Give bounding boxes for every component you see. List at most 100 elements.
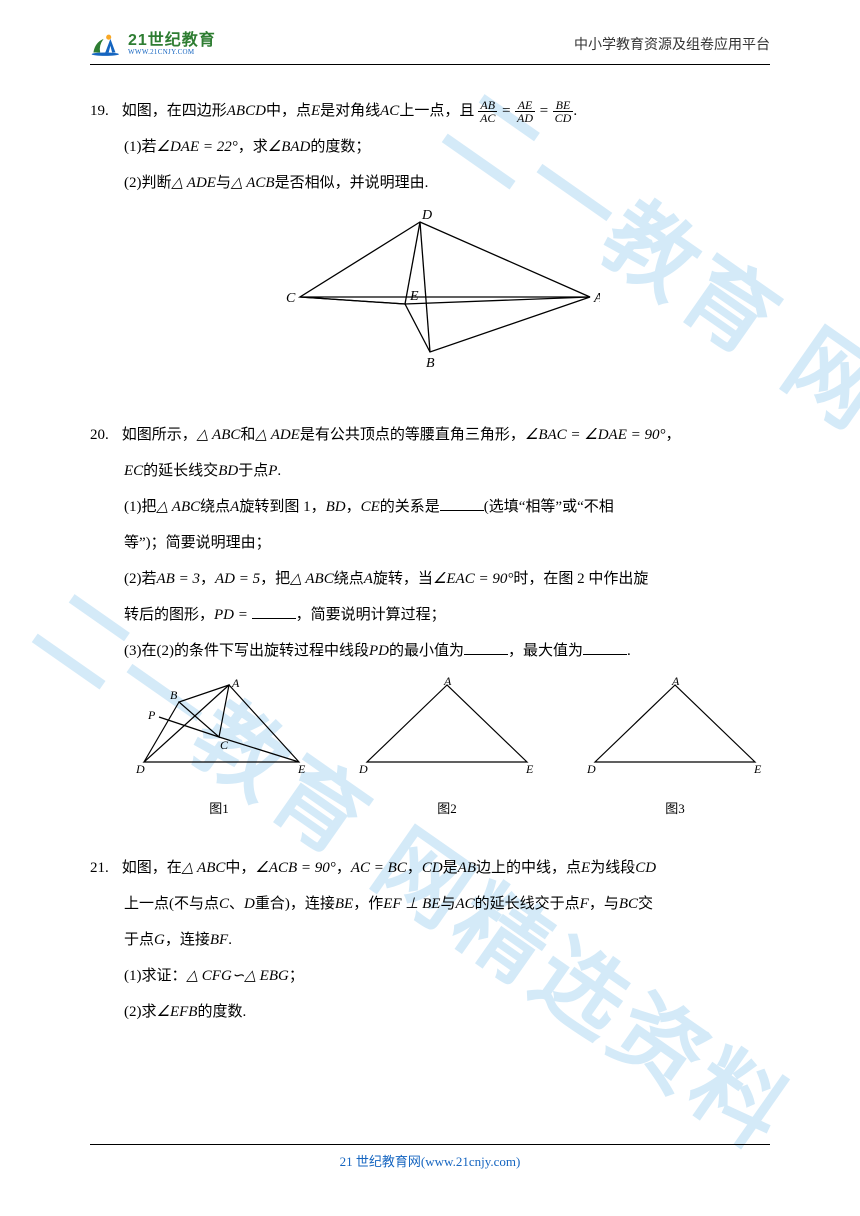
- p20-q3: (3)在(2)的条件下写出旋转过程中线段PD的最小值为，最大值为.: [90, 633, 770, 669]
- p20-blank3[interactable]: [464, 641, 508, 655]
- fig20-3-svg: A D E: [580, 677, 770, 777]
- problem-19-number: 19.: [90, 93, 118, 129]
- p21-l2c: 重合)，连接: [255, 896, 335, 912]
- p20-l2b: 于点: [238, 463, 268, 479]
- p20-q2: (2)若AB = 3，AD = 5，把△ ABC绕点A旋转，当∠EAC = 90…: [90, 561, 770, 597]
- p20-q1: (1)把△ ABC绕点A旋转到图 1，BD，CE的关系是(选填“相等”或“不相: [90, 489, 770, 525]
- p21-l2e: 与: [440, 896, 455, 912]
- p20-abc2: △ ABC: [157, 499, 201, 515]
- p20-line2: EC的延长线交BD于点P.: [90, 453, 770, 489]
- p20-q2e: 旋转，当: [373, 571, 433, 587]
- p21-cd: CD: [422, 860, 443, 876]
- p21-t6: 边上的中线，点: [476, 860, 581, 876]
- p20-pd: PD =: [214, 607, 252, 623]
- svg-text:D: D: [586, 762, 596, 776]
- p20-ade: △ ADE: [255, 427, 299, 443]
- svg-text:A: A: [231, 677, 240, 690]
- p19-q2-b: 与: [216, 175, 231, 191]
- p21-l2b: 、: [229, 896, 244, 912]
- logo-icon: [90, 30, 124, 58]
- p21-t3: ，: [336, 860, 351, 876]
- svg-text:C: C: [220, 738, 229, 752]
- p19-q2-c: 是否相似，并说明理由.: [275, 175, 429, 191]
- p20-q2h: ，简要说明计算过程；: [296, 607, 446, 623]
- p21-t7: 为线段: [590, 860, 635, 876]
- p21-e: E: [581, 860, 590, 876]
- logo-sub-text: WWW.21CNJY.COM: [128, 49, 216, 56]
- p21-t2: 中，: [225, 860, 255, 876]
- p21-ab: AB: [458, 860, 476, 876]
- p21-l2g: ，与: [589, 896, 619, 912]
- p21-t1: 如图，在: [122, 860, 182, 876]
- p21-efbe: EF ⊥ BE: [383, 896, 440, 912]
- p21-l3c: .: [228, 932, 232, 948]
- logo-text: 21世纪教育 WWW.21CNJY.COM: [128, 33, 216, 56]
- svg-text:A: A: [443, 677, 452, 688]
- p20-blank4[interactable]: [583, 641, 627, 655]
- svg-text:A: A: [671, 677, 680, 688]
- problem-19: 19. 如图，在四边形ABCD中，点E是对角线AC上一点，且 ABAC = AE…: [90, 93, 770, 391]
- p20-blank2[interactable]: [252, 605, 296, 619]
- p21-bc: BC: [619, 896, 638, 912]
- p20-ec: EC: [124, 463, 143, 479]
- p20-q3c: ，最大值为: [508, 643, 583, 659]
- figure-20: A B P C D E 图1 A D E 图2: [124, 677, 770, 824]
- svg-text:D: D: [358, 762, 368, 776]
- p20-q2a: (2)若: [124, 571, 157, 587]
- p21-q1a: (1)求证：: [124, 968, 187, 984]
- page-header: 21世纪教育 WWW.21CNJY.COM 中小学教育资源及组卷应用平台: [90, 30, 770, 65]
- problem-19-intro: 19. 如图，在四边形ABCD中，点E是对角线AC上一点，且 ABAC = AE…: [90, 93, 770, 129]
- p21-d: D: [244, 896, 255, 912]
- p21-q1b: ；: [289, 968, 304, 984]
- p20-p: P: [268, 463, 277, 479]
- svg-text:D: D: [135, 762, 145, 776]
- p20-q1b: 绕点: [200, 499, 230, 515]
- p19-bad: ∠BAD: [268, 139, 311, 155]
- p19-frac3: BECD: [553, 99, 574, 124]
- fig20-1-label: 图1: [124, 793, 314, 824]
- p19-q1-a: (1)若: [124, 139, 157, 155]
- p20-t4: ，: [666, 427, 681, 443]
- p21-g: G: [154, 932, 165, 948]
- svg-text:E: E: [753, 762, 762, 776]
- p21-f: F: [580, 896, 589, 912]
- p20-q1f: (选填“相等”或“不相: [484, 499, 614, 515]
- p20-a: A: [230, 499, 239, 515]
- fig20-1: A B P C D E 图1: [124, 677, 314, 824]
- p20-q3b: 的最小值为: [389, 643, 464, 659]
- p19-frac3-den: CD: [553, 112, 574, 124]
- p19-frac2: AEAD: [515, 99, 535, 124]
- p21-l3a: 于点: [124, 932, 154, 948]
- p19-frac1: ABAC: [478, 99, 497, 124]
- p21-l3b: ，连接: [165, 932, 210, 948]
- problem-21: 21. 如图，在△ ABC中，∠ACB = 90°，AC = BC，CD是AB边…: [90, 850, 770, 1030]
- svg-text:E: E: [525, 762, 534, 776]
- p20-q1e: 的关系是: [380, 499, 440, 515]
- p21-l2h: 交: [638, 896, 653, 912]
- p20-q1c: 旋转到图 1，: [239, 499, 325, 515]
- p20-q1d: ，: [346, 499, 361, 515]
- fig20-3-label: 图3: [580, 793, 770, 824]
- p21-cdp: CD: [635, 860, 656, 876]
- problem-21-number: 21.: [90, 850, 118, 886]
- problem-20-number: 20.: [90, 417, 118, 453]
- p19-q2-a: (2)判断: [124, 175, 172, 191]
- p19-t2: 中，点: [266, 103, 311, 119]
- p20-q2g: 转后的图形，: [124, 607, 214, 623]
- p20-q2c: ，把: [260, 571, 290, 587]
- p20-t1: 如图所示，: [122, 427, 197, 443]
- p20-l2c: .: [277, 463, 281, 479]
- p19-acb: △ ACB: [231, 175, 275, 191]
- p19-t1: 如图，在四边形: [122, 103, 227, 119]
- p20-blank1[interactable]: [440, 497, 484, 511]
- fig20-2: A D E 图2: [352, 677, 542, 824]
- p21-acbc: AC = BC: [351, 860, 407, 876]
- p20-abc: △ ABC: [197, 427, 241, 443]
- p20-bd: BD: [218, 463, 238, 479]
- p21-intro: 21. 如图，在△ ABC中，∠ACB = 90°，AC = BC，CD是AB边…: [90, 850, 770, 886]
- svg-text:P: P: [147, 708, 156, 722]
- p20-bd2: BD: [326, 499, 346, 515]
- p21-cfg: △ CFG: [187, 968, 232, 984]
- logo-main-text: 21世纪教育: [128, 33, 216, 49]
- fig19-A: A: [593, 291, 600, 306]
